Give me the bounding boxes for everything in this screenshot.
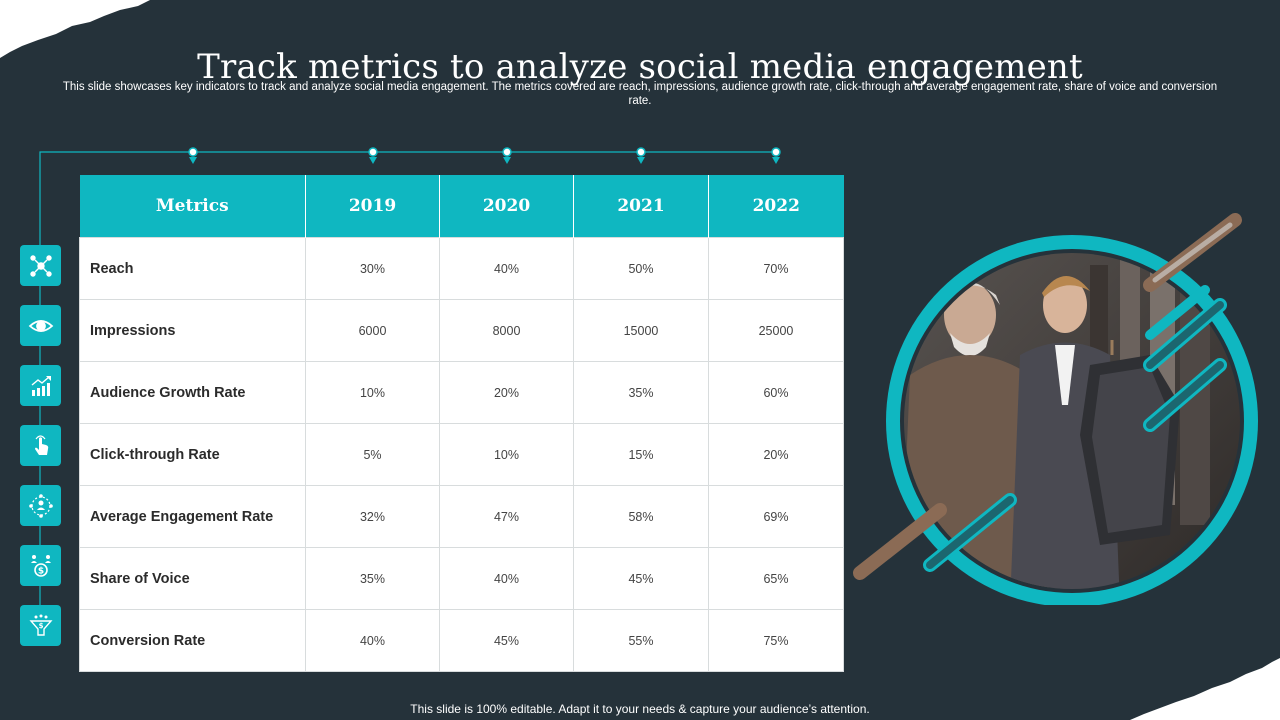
svg-text:$: $ [38,622,43,630]
table-row: Conversion Rate 40% 45% 55% 75% [79,609,844,672]
metric-value: 70% [708,237,844,300]
metric-value: 6000 [305,299,440,362]
metric-value: 40% [439,547,574,610]
metric-value: 58% [573,485,709,548]
table-row: Average Engagement Rate 32% 47% 58% 69% [79,485,844,548]
metric-name: Impressions [79,299,306,362]
metric-name: Reach [79,237,306,300]
metric-value: 10% [305,361,440,424]
header-year: 2021 [573,175,709,238]
share-money-icon: $ [20,545,61,586]
header-metrics: Metrics [79,175,306,238]
metric-name: Conversion Rate [79,609,306,672]
metric-value: 65% [708,547,844,610]
table-row: Share of Voice 35% 40% 45% 65% [79,547,844,610]
metric-value: 35% [573,361,709,424]
metric-value: 10% [439,423,574,486]
metric-value: 15000 [573,299,709,362]
metric-value: 8000 [439,299,574,362]
metric-value: 15% [573,423,709,486]
metrics-table: Metrics 2019 2020 2021 2022 Reach 30% 40… [79,175,844,672]
metric-value: 32% [305,485,440,548]
table-row: Audience Growth Rate 10% 20% 35% 60% [79,361,844,424]
metric-value: 5% [305,423,440,486]
photo-two-men-clothing-store-icon [853,213,1258,607]
photo-circle-illustration [850,205,1260,607]
network-icon [20,245,61,286]
growth-chart-icon [20,365,61,406]
pin-marker [188,147,781,157]
metric-value: 20% [439,361,574,424]
metric-value: 75% [708,609,844,672]
metric-value: 40% [305,609,440,672]
metric-value: 47% [439,485,574,548]
header-year: 2022 [708,175,844,238]
metric-name: Share of Voice [79,547,306,610]
table-row: Impressions 6000 8000 15000 25000 [79,299,844,362]
timeline-connector [39,147,781,640]
metric-value: 35% [305,547,440,610]
torn-paper-corner-bottom-right [1130,658,1280,720]
svg-text:$: $ [37,566,43,576]
eye-icon [20,305,61,346]
table-row: Click-through Rate 5% 10% 15% 20% [79,423,844,486]
metric-value: 60% [708,361,844,424]
metric-value: 30% [305,237,440,300]
metric-value: 45% [439,609,574,672]
header-year: 2020 [439,175,574,238]
click-hand-icon [20,425,61,466]
table-row: Reach 30% 40% 50% 70% [79,237,844,300]
engagement-people-icon [20,485,61,526]
metric-name: Click-through Rate [79,423,306,486]
metric-value: 25000 [708,299,844,362]
table-header-row: Metrics 2019 2020 2021 2022 [79,175,844,238]
metric-value: 50% [573,237,709,300]
metric-value: 45% [573,547,709,610]
metric-value: 20% [708,423,844,486]
torn-paper-corner-top-left [0,0,150,58]
metric-name: Average Engagement Rate [79,485,306,548]
slide-subtitle: This slide showcases key indicators to t… [62,81,1218,107]
metric-name: Audience Growth Rate [79,361,306,424]
slide-footer: This slide is 100% editable. Adapt it to… [410,702,870,716]
conversion-funnel-icon: $ [20,605,61,646]
header-year: 2019 [305,175,440,238]
slide-title: Track metrics to analyze social media en… [197,46,1083,87]
metric-value: 55% [573,609,709,672]
metric-value: 69% [708,485,844,548]
metric-value: 40% [439,237,574,300]
